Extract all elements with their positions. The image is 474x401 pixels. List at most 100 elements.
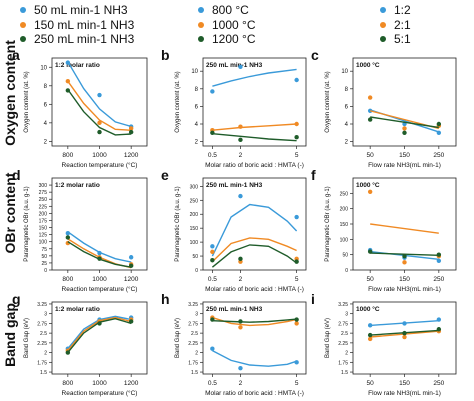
panel-letter: f: [311, 167, 316, 183]
legend-label: 1:2: [394, 3, 411, 17]
series-fit-line: [67, 89, 132, 136]
data-point: [436, 130, 442, 135]
y-tick-label: 2.75: [37, 321, 47, 327]
data-point: [65, 350, 71, 355]
data-point: [210, 89, 215, 94]
data-point: [402, 130, 407, 135]
data-point: [128, 129, 134, 135]
data-point: [238, 124, 243, 129]
x-tick-label: 5: [295, 276, 299, 283]
plot-frame: [202, 57, 307, 147]
y-tick-label: 150: [190, 226, 199, 232]
y-tick-label: 2.75: [338, 321, 348, 327]
chart-panel-f: f 1000 °C 50 150 250 Flow rate NH3(mL min-1) 0…: [311, 167, 457, 293]
y-axis-label: Band Gap (eV): [175, 318, 181, 358]
y-tick-label: 100: [39, 240, 48, 246]
y-tick-label: 4: [44, 121, 48, 127]
y-tick-label: 0: [345, 268, 348, 274]
data-point: [402, 126, 407, 131]
x-tick-label: 1000: [92, 380, 107, 387]
legend-item: 150 mL min-1 NH3: [20, 18, 134, 32]
legend-label: 250 mL min-1 NH3: [34, 32, 135, 46]
x-axis-label: Reaction temperature (°C): [62, 161, 138, 169]
y-tick-label: 2: [195, 140, 199, 146]
legend-swatch: [20, 7, 26, 13]
y-tick-label: 2.25: [338, 341, 348, 347]
panel-annotation: 250 mL min-1 NH3: [206, 182, 263, 189]
data-point: [97, 129, 102, 135]
data-point: [128, 255, 134, 260]
data-point: [436, 327, 442, 332]
y-tick-label: 150: [340, 222, 349, 228]
y-tick-label: 250: [190, 198, 199, 204]
panel-letter: c: [311, 47, 319, 63]
legend-item: 250 mL min-1 NH3: [20, 32, 134, 46]
x-axis-label: Reaction temperature (°C): [62, 285, 138, 293]
chart-panel-c: c 1000 °C 50 150 250 Flow rate NH3(mL min-1) 2…: [311, 47, 457, 169]
y-tick-label: 0: [195, 268, 198, 274]
y-tick-label: 2.75: [188, 321, 198, 327]
y-tick-label: 3: [44, 312, 47, 318]
y-tick-label: 1.5: [40, 370, 47, 376]
panel-annotation: 1:2 molar ratio: [55, 62, 100, 69]
y-tick-label: 50: [192, 254, 198, 260]
chart-panel-a: a 1:2 molar ratio 800 1000 1200 Reaction temp…: [12, 47, 148, 169]
y-tick-label: 200: [190, 212, 199, 218]
series-fit-line: [212, 133, 297, 142]
y-tick-label: 250: [39, 197, 48, 203]
data-point: [436, 252, 442, 257]
y-tick-label: 1.5: [191, 370, 198, 376]
data-point: [367, 95, 373, 100]
panel-annotation: 1000 °C: [356, 181, 380, 189]
x-tick-label: 50: [367, 276, 375, 283]
x-axis-label: Molar ratio of boric acid : HMTA (-): [205, 286, 304, 293]
data-point: [65, 88, 71, 93]
data-point: [238, 319, 243, 324]
y-axis-label: Band Gap (eV): [24, 318, 30, 358]
legend-item: 2:1: [380, 18, 411, 32]
x-tick-label: 0.5: [208, 380, 217, 387]
data-point: [402, 254, 407, 259]
panel-letter: g: [12, 291, 21, 307]
y-axis-label: Paramagnetic OBr (a.u. g-1): [325, 186, 331, 261]
y-tick-label: 6: [345, 104, 349, 110]
y-tick-label: 2.5: [341, 331, 348, 337]
data-point: [238, 137, 243, 143]
x-tick-label: 150: [399, 276, 410, 283]
y-tick-label: 2: [44, 139, 48, 145]
x-tick-label: 800: [62, 152, 73, 159]
x-tick-label: 2: [239, 276, 243, 283]
chart-panel-e: e 250 mL min-1 NH3 0.5 2 5 Molar ratio of bor…: [161, 167, 307, 293]
x-axis-label: Molar ratio of boric acid : HMTA (-): [205, 162, 304, 169]
y-tick-label: 3.25: [37, 302, 47, 308]
data-point: [294, 259, 299, 264]
y-tick-label: 100: [340, 237, 349, 243]
y-tick-label: 2: [345, 351, 348, 357]
y-tick-label: 4: [195, 122, 199, 128]
panel-annotation: 1000 °C: [356, 305, 380, 313]
y-tick-label: 100: [190, 240, 199, 246]
data-point: [294, 121, 299, 127]
legend: 50 mL min-1 NH3 150 mL min-1 NH3 250 mL …: [0, 0, 474, 46]
data-point: [294, 360, 299, 365]
data-point: [97, 256, 102, 261]
series-fit-line: [211, 237, 297, 263]
legend-swatch: [20, 22, 26, 28]
x-tick-label: 150: [399, 380, 410, 387]
x-axis-label: Flow rate NH3(mL min-1): [368, 286, 441, 293]
y-tick-label: 200: [39, 211, 48, 217]
data-point: [210, 130, 215, 135]
legend-item: 1000 °C: [198, 18, 256, 32]
panel-annotation: 1000 °C: [356, 61, 380, 69]
x-tick-label: 1000: [92, 152, 107, 159]
y-tick-label: 250: [340, 191, 349, 197]
data-point: [210, 317, 215, 322]
legend-label: 150 mL min-1 NH3: [34, 18, 135, 32]
y-tick-label: 1.75: [188, 360, 198, 366]
x-tick-label: 50: [367, 380, 375, 387]
x-tick-label: 5: [295, 380, 299, 387]
y-tick-label: 8: [195, 87, 199, 93]
y-tick-label: 8: [345, 87, 349, 93]
legend-label: 2:1: [394, 18, 411, 32]
legend-swatch: [380, 7, 386, 13]
